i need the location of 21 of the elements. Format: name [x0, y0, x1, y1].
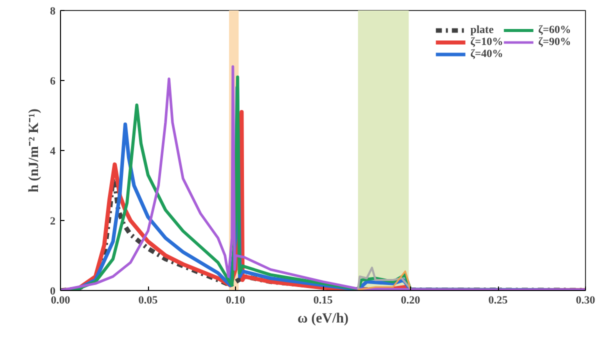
y-tick-label: 4 [50, 146, 56, 158]
y-axis-title: h (nJ/m⁻² K⁻¹) [27, 108, 42, 192]
x-tick-label: 0.30 [576, 294, 596, 306]
legend-label: ζ=90% [538, 36, 571, 48]
y-tick-label: 0 [50, 286, 56, 298]
legend-label: ζ=10% [470, 36, 504, 48]
y-tick-label: 8 [50, 6, 56, 18]
line-series [356, 266, 412, 290]
legend-label: plate [470, 24, 494, 36]
y-tick-label: 6 [50, 76, 56, 88]
x-tick-label: 0.15 [313, 294, 334, 306]
x-tick-label: 0.10 [226, 294, 246, 306]
x-tick-label: 0.25 [488, 294, 508, 306]
x-tick-label: 0.20 [400, 294, 421, 306]
y-tick-label: 2 [50, 216, 56, 228]
x-tick-label: 0.00 [50, 294, 71, 306]
line-series [357, 270, 412, 290]
x-axis-title: ω (eV/h) [297, 312, 349, 326]
x-tick-label: 0.05 [138, 294, 158, 306]
legend-label: ζ=60% [538, 24, 571, 36]
legend-label: ζ=40% [470, 48, 504, 60]
